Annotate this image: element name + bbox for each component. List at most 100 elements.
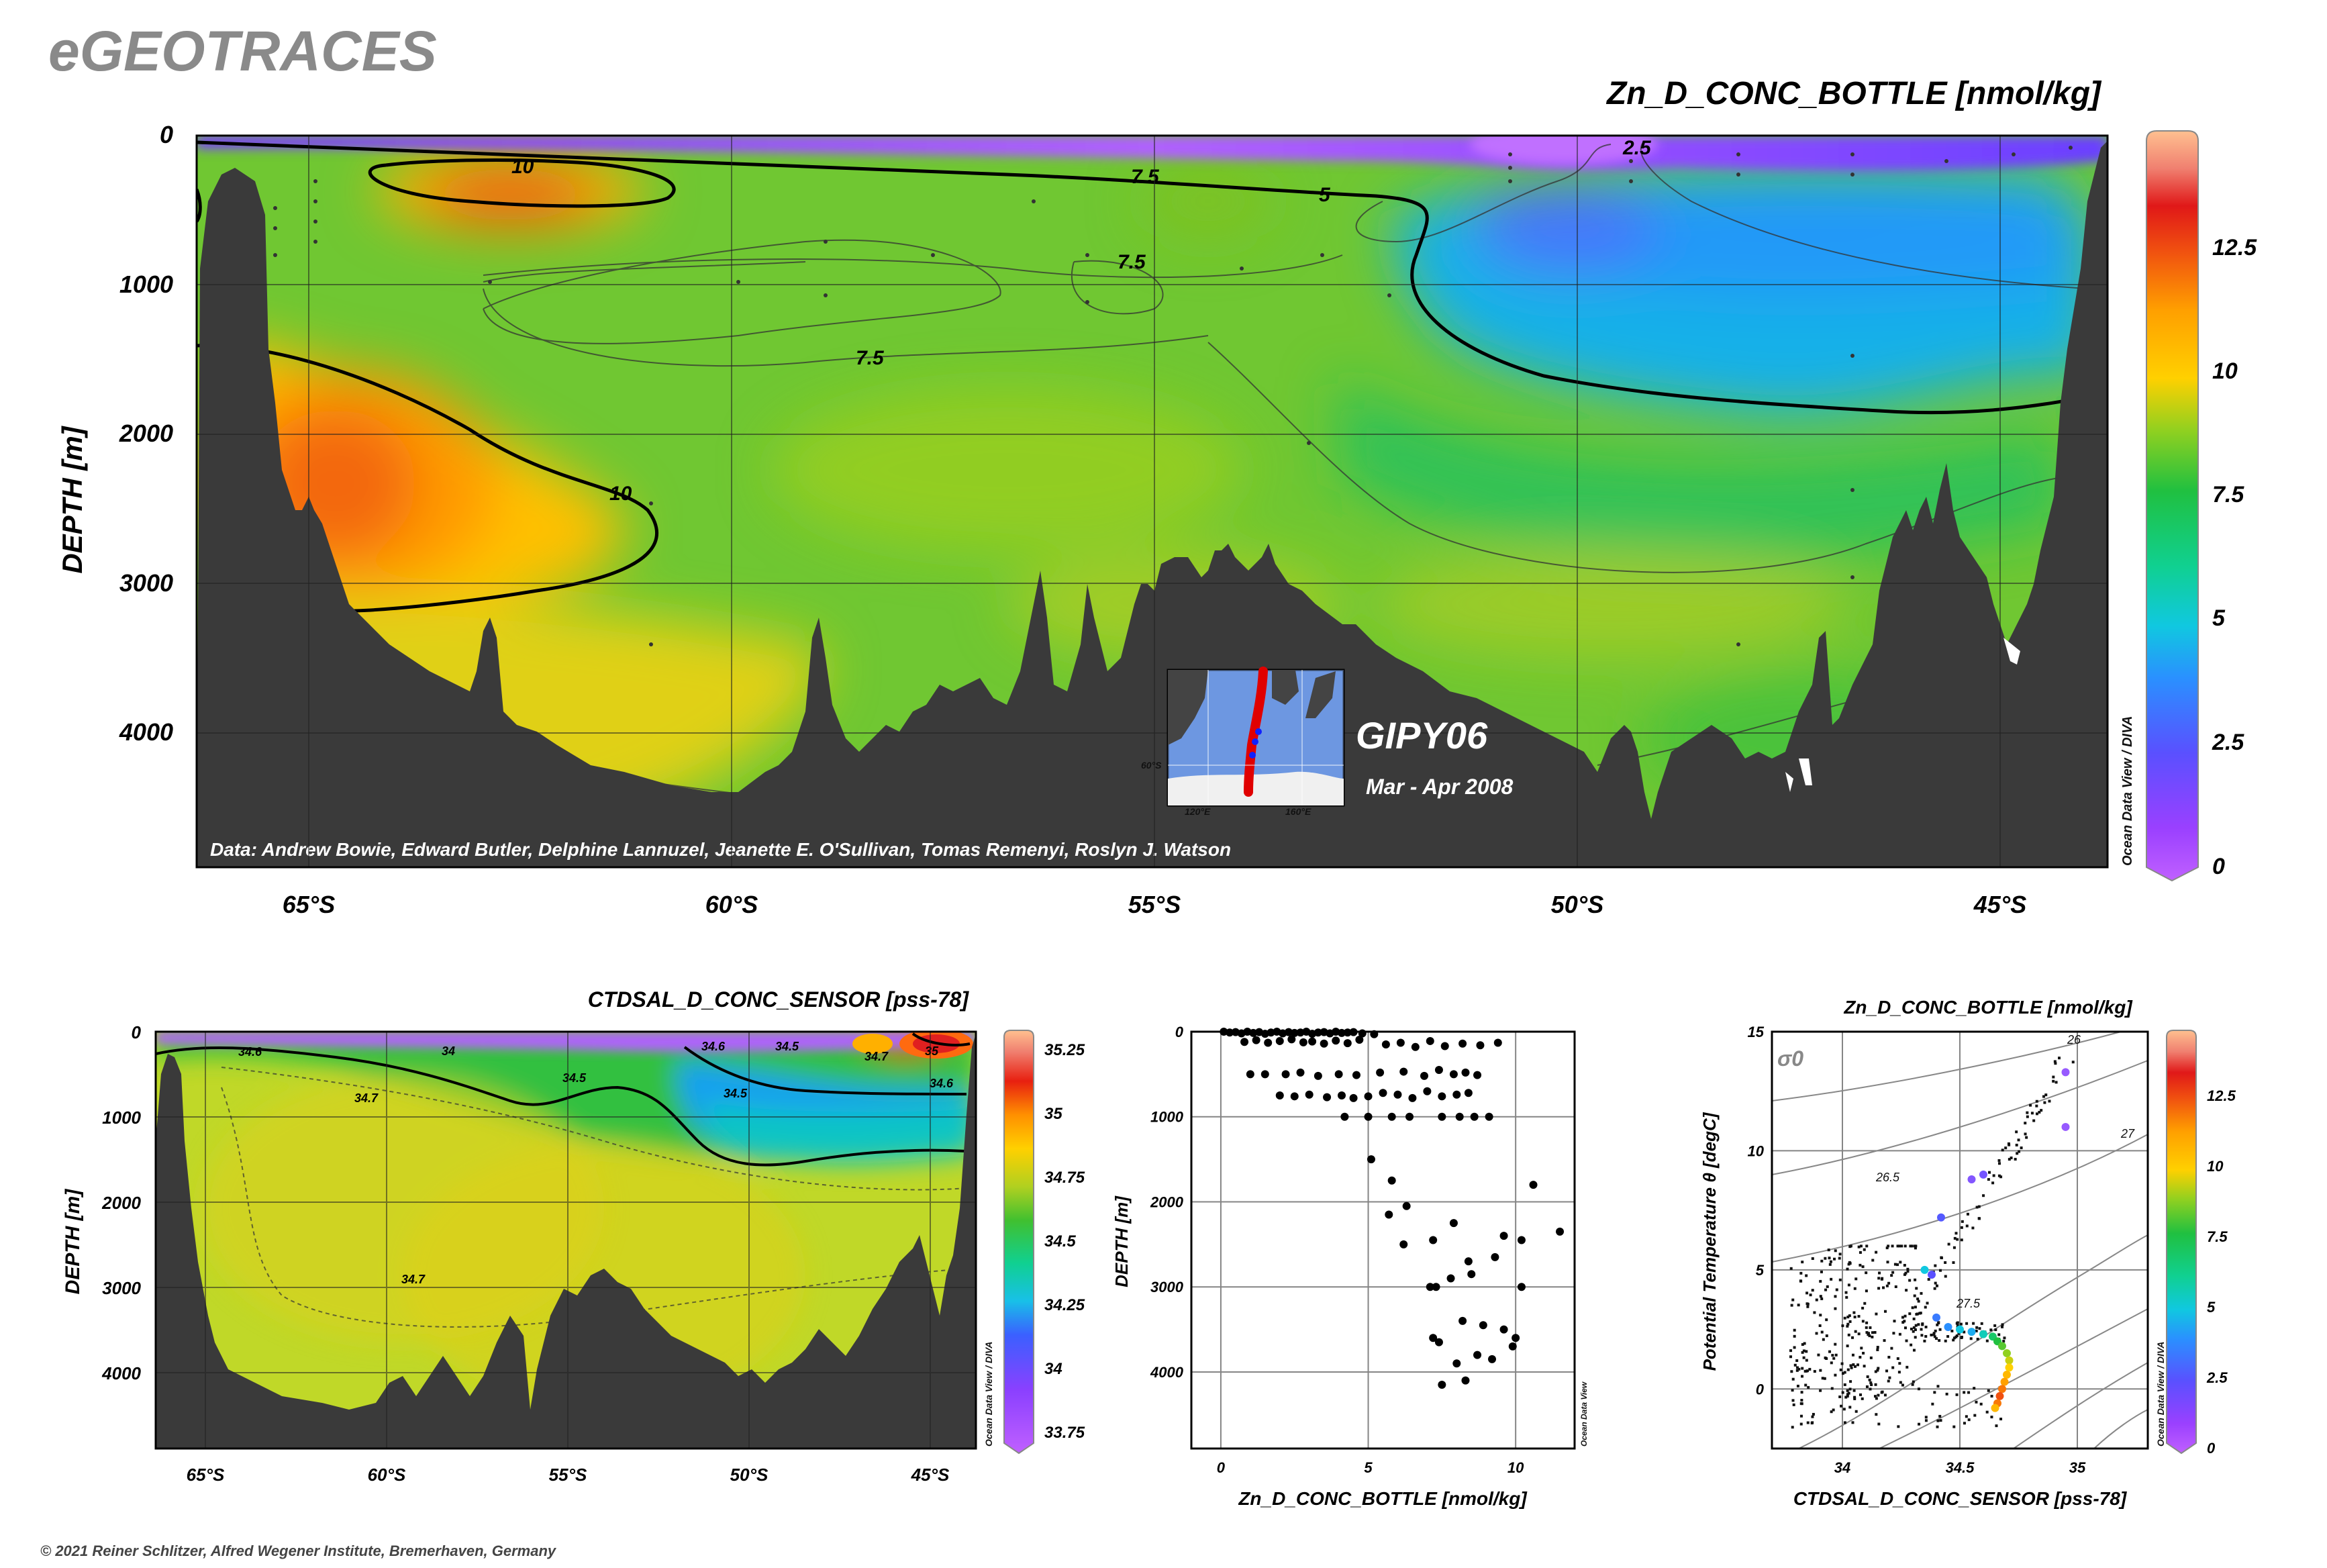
ts-bg-point	[1916, 1297, 1920, 1301]
ts-bg-point	[1886, 1261, 1889, 1264]
ts-point	[1967, 1328, 1976, 1336]
svg-text:12.5: 12.5	[2212, 235, 2257, 260]
ts-bg-point	[1989, 1328, 1993, 1332]
copyright: © 2021 Reiner Schlitzer, Alfred Wegener …	[40, 1542, 557, 1559]
ts-bg-point	[1848, 1314, 1851, 1318]
svg-text:35.25: 35.25	[1044, 1041, 1085, 1059]
ts-bg-point	[1934, 1337, 1938, 1340]
ts-bg-point	[1817, 1353, 1820, 1357]
ts-bg-point	[1914, 1246, 1917, 1250]
profile-point	[1411, 1042, 1420, 1051]
ts-bg-point	[1851, 1421, 1854, 1424]
ts-bg-point	[1847, 1333, 1850, 1336]
ts-bg-point	[1997, 1162, 2001, 1165]
profile-point	[1508, 1342, 1517, 1351]
profile-point	[1429, 1236, 1438, 1244]
svg-text:34.6: 34.6	[238, 1045, 262, 1059]
ts-bg-point	[1905, 1365, 1909, 1369]
ts-bg-point	[1846, 1316, 1850, 1319]
ts-bg-point	[2007, 1142, 2010, 1145]
svg-text:34.5: 34.5	[724, 1087, 748, 1100]
ts-bg-point	[2071, 1061, 2075, 1064]
profile-point	[1473, 1351, 1482, 1359]
profile-point	[1429, 1334, 1438, 1342]
ts-bg-point	[1801, 1343, 1804, 1346]
ts-bg-point	[1793, 1363, 1797, 1367]
ts-bg-point	[1877, 1422, 1881, 1426]
ts-bg-point	[1934, 1264, 1937, 1267]
svg-text:2000: 2000	[119, 420, 173, 447]
ts-bg-point	[1799, 1414, 1803, 1418]
ts-bg-point	[1802, 1356, 1805, 1359]
ts-bg-point	[1799, 1271, 1803, 1275]
ts-bg-point	[1931, 1402, 1934, 1406]
ts-bg-point	[1924, 1306, 1927, 1309]
profile-point	[1493, 1038, 1502, 1047]
main-section-field: 10 7.5 5 2.5 7.5 7.5 10 Data: Andrew Bow…	[197, 136, 2108, 867]
ts-bg-point	[1876, 1348, 1879, 1351]
profile-point	[1393, 1090, 1402, 1099]
salinity-section-plot: CTDSAL_D_CONC_SENSOR [pss-78]	[62, 987, 1085, 1485]
ts-bg-point	[1878, 1271, 1881, 1275]
ts-bg-point	[1999, 1175, 2003, 1179]
ts-bg-point	[1861, 1397, 1864, 1400]
ts-bg-point	[1891, 1244, 1894, 1248]
svg-text:60°S: 60°S	[1141, 760, 1162, 771]
ts-bg-point	[1834, 1353, 1838, 1357]
profile-point	[1485, 1112, 1493, 1121]
svg-text:10: 10	[511, 156, 534, 178]
salinity-grid	[156, 1032, 976, 1449]
ts-bg-point	[1869, 1387, 1872, 1391]
ts-bg-point	[1898, 1244, 1901, 1248]
svg-text:7.5: 7.5	[1118, 251, 1146, 273]
svg-text:34.7: 34.7	[354, 1091, 379, 1105]
ts-bg-point	[2054, 1081, 2058, 1084]
ts-bg-point	[1847, 1283, 1850, 1287]
ts-bg-point	[1976, 1338, 1979, 1341]
ts-bg-point	[1795, 1359, 1799, 1363]
salinity-title: CTDSAL_D_CONC_SENSOR [pss-78]	[588, 987, 970, 1012]
svg-text:Ocean Data View: Ocean Data View	[1579, 1381, 1589, 1447]
ts-bg-point	[1854, 1330, 1857, 1333]
ts-bg-point	[1805, 1359, 1808, 1362]
profile-point	[1488, 1355, 1497, 1363]
ts-bg-point	[1933, 1335, 1936, 1338]
ts-bg-point	[1866, 1375, 1869, 1379]
data-credit: Data: Andrew Bowie, Edward Butler, Delph…	[210, 839, 1231, 860]
svg-text:33.75: 33.75	[1044, 1424, 1085, 1442]
svg-text:2.5: 2.5	[1622, 137, 1652, 159]
ts-point	[1932, 1313, 1940, 1322]
svg-text:65°S: 65°S	[283, 891, 335, 918]
ts-bg-point	[1947, 1242, 1950, 1246]
ts-bg-point	[1846, 1344, 1849, 1348]
profile-point	[1499, 1325, 1508, 1334]
ts-bg-point	[1980, 1322, 1983, 1325]
profile-point	[1323, 1093, 1332, 1101]
profile-point	[1275, 1091, 1284, 1100]
ts-bg-point	[1904, 1271, 1908, 1275]
ts-bg-point	[1969, 1337, 1973, 1340]
ts-bg-point	[1820, 1330, 1824, 1334]
ts-bg-point	[1937, 1321, 1940, 1324]
ts-point	[2005, 1363, 2014, 1372]
ts-bg-point	[1977, 1205, 1981, 1208]
ts-bg-point	[1910, 1327, 1913, 1330]
ts-bg-point	[1900, 1244, 1903, 1248]
ts-bg-point	[1792, 1403, 1795, 1406]
ts-bg-point	[2010, 1157, 2013, 1160]
ts-bg-point	[1833, 1257, 1836, 1261]
ts-bg-point	[1939, 1269, 1942, 1272]
ts-bg-point	[1834, 1307, 1837, 1310]
ts-bg-point	[1819, 1279, 1822, 1283]
profile-point	[1367, 1155, 1375, 1164]
ts-bg-point	[1791, 1399, 1795, 1402]
ts-bg-point	[1875, 1397, 1878, 1400]
svg-text:45°S: 45°S	[1973, 891, 2026, 918]
profile-x-tick: 10	[1507, 1459, 1524, 1476]
ts-bg-point	[1865, 1331, 1869, 1334]
ts-bg-point	[1887, 1244, 1890, 1248]
ts-point	[1956, 1325, 1964, 1334]
ts-bg-point	[1838, 1253, 1842, 1256]
ts-bg-point	[1832, 1408, 1835, 1412]
ts-bg-point	[1854, 1277, 1858, 1281]
